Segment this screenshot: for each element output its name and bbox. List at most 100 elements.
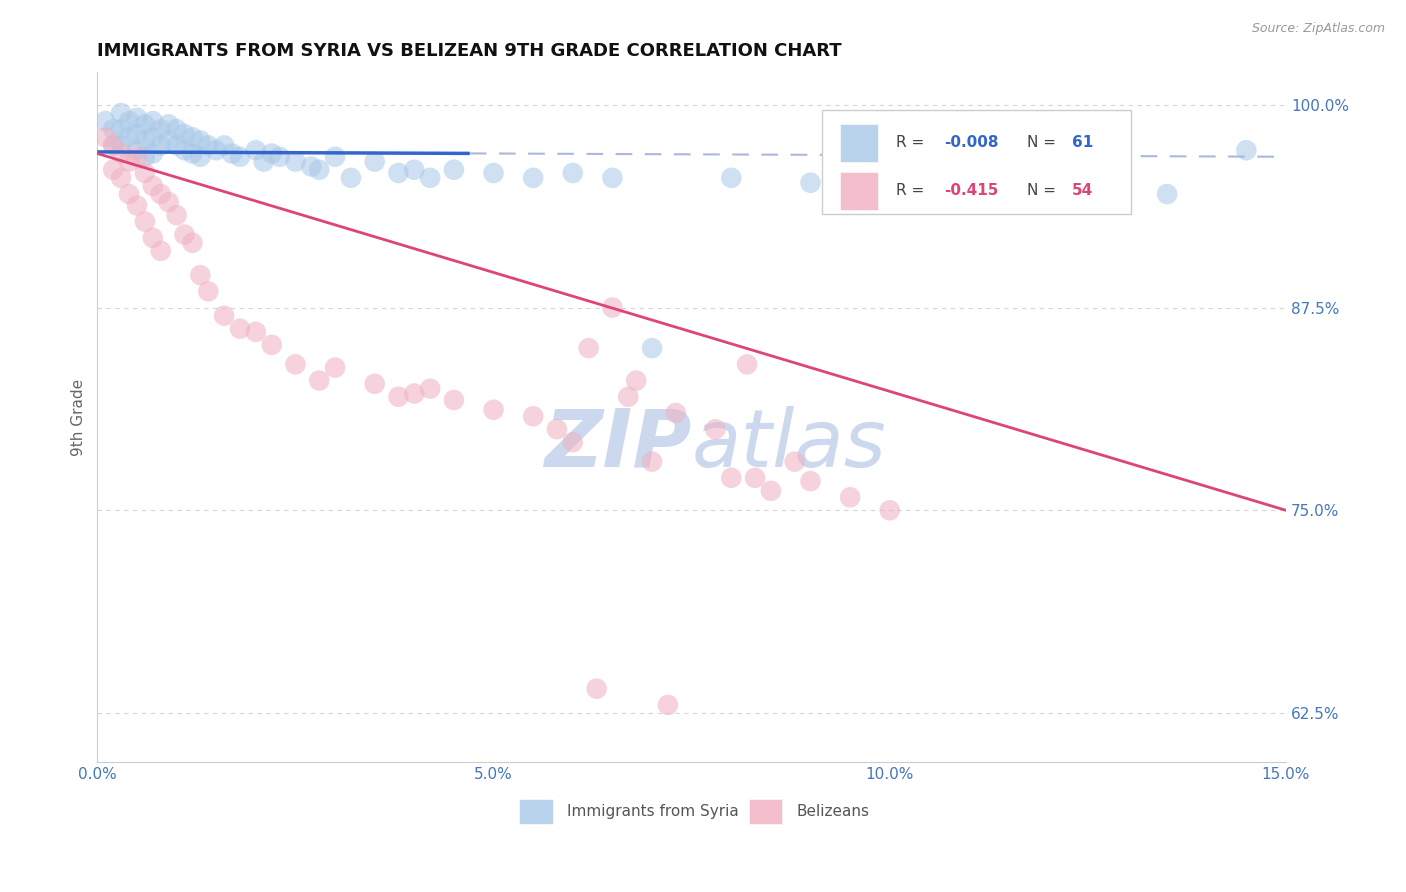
- Point: [142, 114, 165, 128]
- Point: [957, 178, 980, 193]
- Point: [260, 338, 283, 352]
- Point: [110, 122, 132, 136]
- Point: [404, 386, 426, 401]
- Point: [110, 170, 132, 185]
- Point: [134, 214, 156, 228]
- Point: [253, 154, 276, 169]
- Point: [197, 138, 219, 153]
- Text: R =: R =: [896, 184, 929, 199]
- Text: Source: ZipAtlas.com: Source: ZipAtlas.com: [1251, 22, 1385, 36]
- Text: N =: N =: [1026, 184, 1060, 199]
- Point: [657, 698, 679, 712]
- Point: [181, 146, 204, 161]
- Text: Immigrants from Syria: Immigrants from Syria: [567, 804, 738, 819]
- Point: [585, 681, 607, 696]
- Point: [245, 143, 267, 157]
- Text: R =: R =: [896, 136, 929, 150]
- Text: atlas: atlas: [692, 406, 886, 483]
- Point: [118, 187, 141, 202]
- Point: [149, 187, 172, 202]
- Point: [482, 166, 505, 180]
- Y-axis label: 9th Grade: 9th Grade: [72, 378, 86, 456]
- Text: -0.415: -0.415: [943, 184, 998, 199]
- Point: [166, 138, 188, 153]
- Point: [284, 357, 307, 371]
- Point: [720, 170, 742, 185]
- Point: [142, 178, 165, 193]
- Point: [134, 117, 156, 131]
- Point: [212, 138, 235, 153]
- Point: [735, 357, 758, 371]
- Point: [245, 325, 267, 339]
- Point: [704, 422, 727, 436]
- Point: [443, 392, 465, 407]
- Point: [363, 376, 385, 391]
- Point: [149, 122, 172, 136]
- Point: [839, 182, 862, 196]
- Point: [125, 111, 148, 125]
- Point: [546, 422, 568, 436]
- Point: [284, 154, 307, 169]
- FancyBboxPatch shape: [823, 111, 1132, 214]
- Point: [308, 162, 330, 177]
- Point: [419, 170, 441, 185]
- Point: [578, 341, 600, 355]
- Point: [641, 341, 664, 355]
- Point: [118, 130, 141, 145]
- Point: [173, 143, 195, 157]
- Text: 54: 54: [1071, 184, 1094, 199]
- Point: [110, 146, 132, 161]
- Text: ZIP: ZIP: [544, 406, 692, 483]
- FancyBboxPatch shape: [841, 124, 879, 161]
- Point: [181, 130, 204, 145]
- Point: [94, 114, 117, 128]
- Point: [759, 483, 782, 498]
- Point: [212, 309, 235, 323]
- Point: [522, 409, 544, 424]
- Point: [340, 170, 363, 185]
- Point: [387, 390, 409, 404]
- Point: [482, 402, 505, 417]
- Point: [134, 166, 156, 180]
- Point: [229, 321, 252, 335]
- Text: -0.008: -0.008: [943, 136, 998, 150]
- FancyBboxPatch shape: [841, 172, 879, 210]
- Point: [323, 150, 346, 164]
- Point: [125, 127, 148, 141]
- Point: [190, 150, 212, 164]
- Point: [879, 170, 901, 185]
- Point: [166, 122, 188, 136]
- Point: [173, 227, 195, 242]
- Point: [118, 154, 141, 169]
- Text: IMMIGRANTS FROM SYRIA VS BELIZEAN 9TH GRADE CORRELATION CHART: IMMIGRANTS FROM SYRIA VS BELIZEAN 9TH GR…: [97, 42, 842, 60]
- Point: [110, 138, 132, 153]
- Point: [134, 150, 156, 164]
- Point: [142, 231, 165, 245]
- Point: [839, 491, 862, 505]
- Point: [308, 374, 330, 388]
- Point: [617, 390, 640, 404]
- Point: [720, 471, 742, 485]
- Point: [561, 166, 583, 180]
- Point: [197, 285, 219, 299]
- Point: [522, 170, 544, 185]
- Point: [299, 160, 322, 174]
- Point: [229, 150, 252, 164]
- Point: [665, 406, 688, 420]
- Text: N =: N =: [1026, 136, 1060, 150]
- Point: [260, 146, 283, 161]
- Point: [118, 114, 141, 128]
- Point: [134, 134, 156, 148]
- Point: [879, 503, 901, 517]
- Point: [94, 130, 117, 145]
- Point: [744, 471, 766, 485]
- Point: [166, 208, 188, 222]
- Point: [110, 106, 132, 120]
- Point: [190, 268, 212, 282]
- Point: [181, 235, 204, 250]
- Point: [157, 117, 180, 131]
- Point: [142, 130, 165, 145]
- Point: [103, 138, 125, 153]
- Point: [1156, 187, 1178, 202]
- Point: [1038, 182, 1060, 196]
